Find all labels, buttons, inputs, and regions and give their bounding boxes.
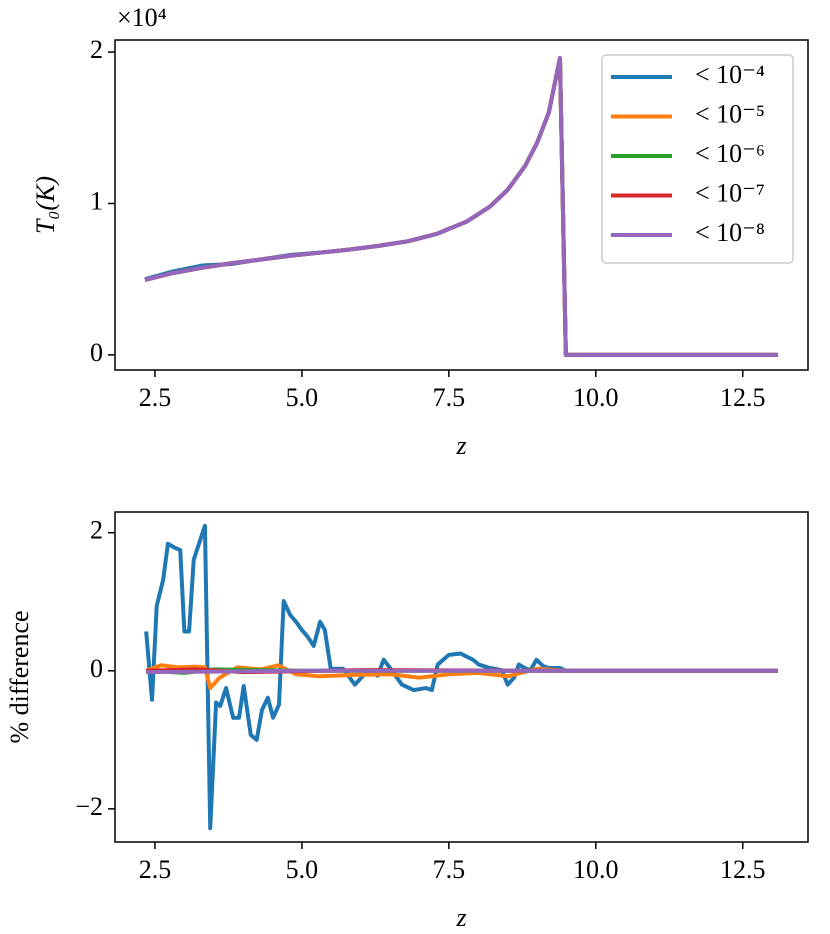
offset-text: ×10⁴	[117, 3, 167, 32]
axes-frame	[114, 511, 809, 843]
x-tick-label: 10.0	[573, 383, 619, 412]
y-tick-label: 0	[90, 654, 103, 683]
legend-box	[601, 54, 794, 264]
axes-frame	[114, 39, 809, 371]
x-tick-label: 12.5	[720, 383, 766, 412]
x-axis-label: z	[455, 903, 466, 932]
x-tick-label: 5.0	[286, 855, 319, 884]
y-axis-label: T₀(K)	[31, 176, 60, 234]
legend-label: < 10⁻⁷	[695, 178, 765, 207]
y-tick-label: 2	[90, 35, 103, 64]
y-axis-label: % difference	[5, 610, 34, 743]
y-tick-label: 1	[90, 186, 103, 215]
x-axis-label: z	[455, 431, 466, 460]
x-tick-label: 2.5	[139, 383, 172, 412]
legend-label: < 10⁻⁵	[695, 99, 765, 128]
legend-label: < 10⁻⁴	[695, 60, 765, 89]
series-line	[146, 668, 779, 675]
y-tick-label: 0	[90, 338, 103, 367]
x-tick-label: 2.5	[139, 855, 172, 884]
x-tick-label: 5.0	[286, 383, 319, 412]
legend-label: < 10⁻⁶	[695, 139, 765, 168]
series-line	[144, 523, 779, 831]
x-tick-label: 10.0	[573, 855, 619, 884]
x-tick-label: 7.5	[433, 855, 466, 884]
legend-label: < 10⁻⁸	[695, 218, 765, 247]
series-line	[144, 56, 779, 357]
x-tick-label: 12.5	[720, 855, 766, 884]
series-line	[145, 663, 779, 691]
x-tick-label: 7.5	[433, 383, 466, 412]
y-tick-label: 2	[90, 516, 103, 545]
y-tick-label: −2	[75, 792, 103, 821]
